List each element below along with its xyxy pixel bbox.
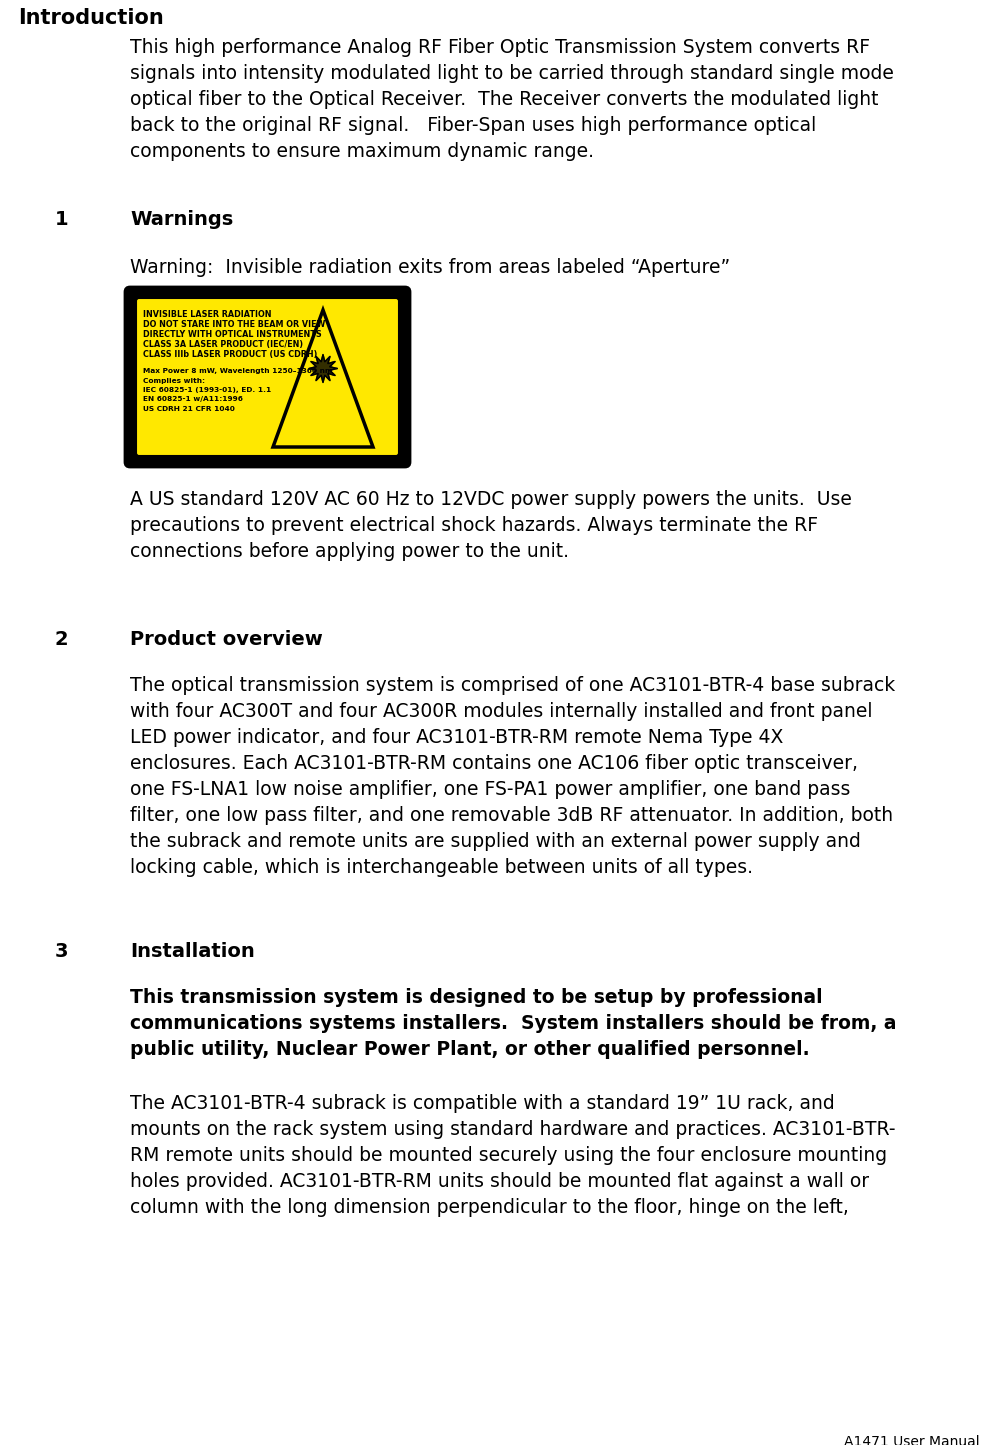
Text: with four AC300T and four AC300R modules internally installed and front panel: with four AC300T and four AC300R modules…: [130, 702, 872, 721]
Text: enclosures. Each AC3101-BTR-RM contains one AC106 fiber optic transceiver,: enclosures. Each AC3101-BTR-RM contains …: [130, 754, 858, 773]
Text: public utility, Nuclear Power Plant, or other qualified personnel.: public utility, Nuclear Power Plant, or …: [130, 1040, 810, 1059]
Text: optical fiber to the Optical Receiver.  The Receiver converts the modulated ligh: optical fiber to the Optical Receiver. T…: [130, 90, 879, 108]
Text: one FS-LNA1 low noise amplifier, one FS-PA1 power amplifier, one band pass: one FS-LNA1 low noise amplifier, one FS-…: [130, 780, 850, 799]
Text: CLASS 3A LASER PRODUCT (IEC/EN): CLASS 3A LASER PRODUCT (IEC/EN): [143, 340, 303, 350]
Text: A1471 User Manual: A1471 User Manual: [844, 1435, 980, 1445]
Text: This high performance Analog RF Fiber Optic Transmission System converts RF: This high performance Analog RF Fiber Op…: [130, 38, 870, 56]
Text: Installation: Installation: [130, 942, 255, 961]
Text: Complies with:: Complies with:: [143, 377, 205, 383]
Text: Warnings: Warnings: [130, 210, 233, 228]
Text: EN 60825-1 w/A11:1996: EN 60825-1 w/A11:1996: [143, 396, 243, 403]
Text: Introduction: Introduction: [18, 9, 164, 27]
Text: 2: 2: [55, 630, 69, 649]
FancyBboxPatch shape: [136, 298, 399, 457]
Text: signals into intensity modulated light to be carried through standard single mod: signals into intensity modulated light t…: [130, 64, 894, 82]
Polygon shape: [273, 311, 373, 447]
Text: components to ensure maximum dynamic range.: components to ensure maximum dynamic ran…: [130, 142, 594, 160]
Text: locking cable, which is interchangeable between units of all types.: locking cable, which is interchangeable …: [130, 858, 753, 877]
Text: Max Power 8 mW, Wavelength 1250–1360 nm: Max Power 8 mW, Wavelength 1250–1360 nm: [143, 368, 332, 374]
Text: Product overview: Product overview: [130, 630, 323, 649]
Text: IEC 60825-1 (1993-01), ED. 1.1: IEC 60825-1 (1993-01), ED. 1.1: [143, 387, 271, 393]
Text: column with the long dimension perpendicular to the floor, hinge on the left,: column with the long dimension perpendic…: [130, 1198, 849, 1217]
Text: INVISIBLE LASER RADIATION: INVISIBLE LASER RADIATION: [143, 311, 272, 319]
Text: holes provided. AC3101-BTR-RM units should be mounted flat against a wall or: holes provided. AC3101-BTR-RM units shou…: [130, 1172, 869, 1191]
Text: communications systems installers.  System installers should be from, a: communications systems installers. Syste…: [130, 1014, 896, 1033]
FancyBboxPatch shape: [125, 288, 410, 467]
Text: The AC3101-BTR-4 subrack is compatible with a standard 19” 1U rack, and: The AC3101-BTR-4 subrack is compatible w…: [130, 1094, 835, 1113]
Text: US CDRH 21 CFR 1040: US CDRH 21 CFR 1040: [143, 406, 235, 412]
Text: precautions to prevent electrical shock hazards. Always terminate the RF: precautions to prevent electrical shock …: [130, 516, 818, 535]
Text: DIRECTLY WITH OPTICAL INSTRUMENTS: DIRECTLY WITH OPTICAL INSTRUMENTS: [143, 329, 322, 340]
Text: This transmission system is designed to be setup by professional: This transmission system is designed to …: [130, 988, 823, 1007]
Text: DO NOT STARE INTO THE BEAM OR VIEW: DO NOT STARE INTO THE BEAM OR VIEW: [143, 319, 325, 329]
Text: RM remote units should be mounted securely using the four enclosure mounting: RM remote units should be mounted secure…: [130, 1146, 887, 1165]
Text: filter, one low pass filter, and one removable 3dB RF attenuator. In addition, b: filter, one low pass filter, and one rem…: [130, 806, 893, 825]
Text: The optical transmission system is comprised of one AC3101-BTR-4 base subrack: The optical transmission system is compr…: [130, 676, 895, 695]
Text: connections before applying power to the unit.: connections before applying power to the…: [130, 542, 569, 561]
Text: A US standard 120V AC 60 Hz to 12VDC power supply powers the units.  Use: A US standard 120V AC 60 Hz to 12VDC pow…: [130, 490, 852, 509]
Text: Warning:  Invisible radiation exits from areas labeled “Aperture”: Warning: Invisible radiation exits from …: [130, 259, 730, 277]
Polygon shape: [309, 354, 337, 383]
Text: back to the original RF signal.   Fiber-Span uses high performance optical: back to the original RF signal. Fiber-Sp…: [130, 116, 816, 134]
Text: CLASS IIIb LASER PRODUCT (US CDRH): CLASS IIIb LASER PRODUCT (US CDRH): [143, 350, 317, 358]
Text: 1: 1: [55, 210, 69, 228]
Text: mounts on the rack system using standard hardware and practices. AC3101-BTR-: mounts on the rack system using standard…: [130, 1120, 896, 1139]
Text: LED power indicator, and four AC3101-BTR-RM remote Nema Type 4X: LED power indicator, and four AC3101-BTR…: [130, 728, 783, 747]
Text: the subrack and remote units are supplied with an external power supply and: the subrack and remote units are supplie…: [130, 832, 861, 851]
Text: 3: 3: [55, 942, 68, 961]
